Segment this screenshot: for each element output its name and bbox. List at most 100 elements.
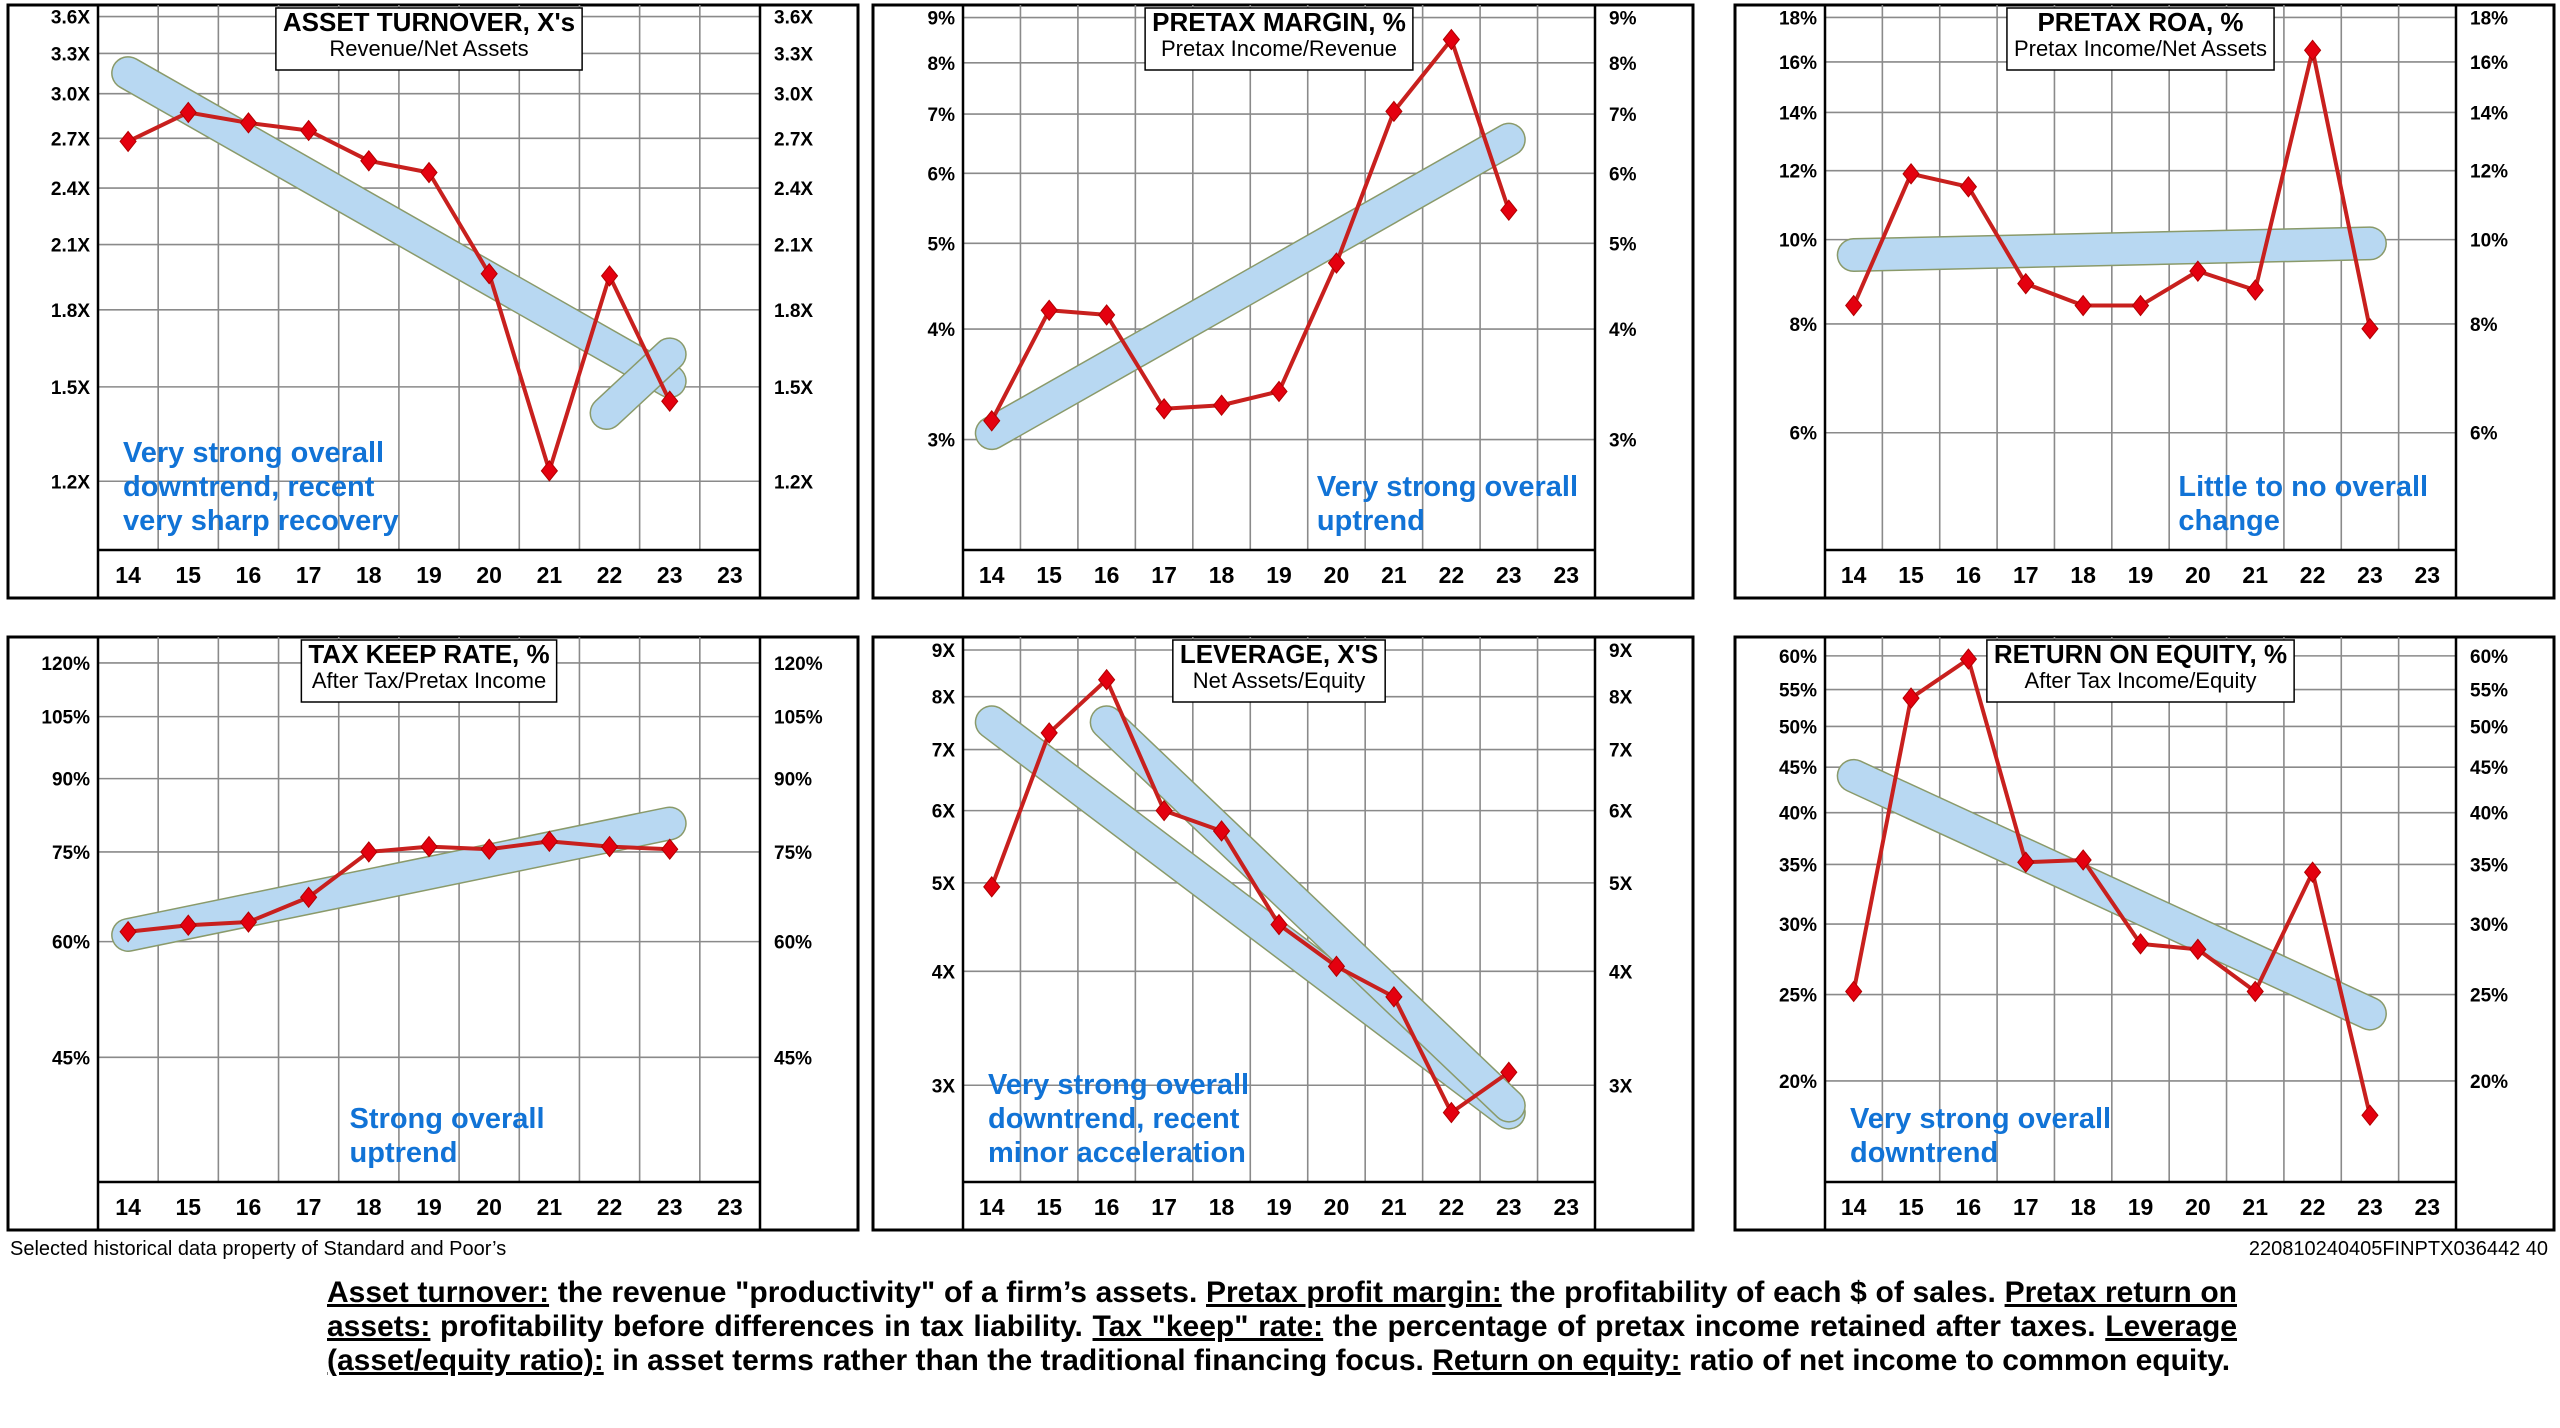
x-tick-label: 23 (2357, 562, 2383, 588)
x-tick-label: 16 (236, 1194, 262, 1220)
y-tick-label-left: 60% (52, 933, 90, 954)
data-line (127, 110, 672, 473)
trend-band (591, 338, 686, 429)
x-tick-label: 17 (1151, 562, 1177, 588)
y-tick-label-right: 1.5X (774, 378, 813, 399)
data-point (360, 841, 378, 863)
data-line (989, 677, 1510, 1115)
chart-subtitle: After Tax Income/Equity (2025, 668, 2257, 693)
term-asset-turnover: Asset turnover: (327, 1276, 550, 1309)
data-point (2074, 294, 2092, 317)
data-point (239, 112, 258, 134)
y-tick-label-left: 16% (1779, 53, 1817, 74)
def-tax-keep-rate: the percentage of pretax income retained… (1323, 1310, 2106, 1343)
data-point (1959, 175, 1978, 198)
y-tick-label-right: 7% (1609, 105, 1637, 126)
data-point (540, 460, 559, 482)
y-tick-label-left: 105% (41, 708, 90, 729)
panel-frame (1733, 635, 2556, 1232)
y-tick-label-left: 60% (1779, 647, 1817, 668)
x-tick-label: 20 (2185, 1194, 2211, 1220)
x-tick-label: 23 (2415, 1194, 2441, 1220)
y-tick-label-right: 3.6X (774, 8, 813, 29)
data-point (1500, 199, 1518, 222)
annotation-line: downtrend, recent (123, 471, 375, 503)
x-tick-label: 15 (175, 1194, 201, 1220)
y-tick-label-left: 2.7X (51, 129, 90, 150)
y-tick-label-left: 9% (928, 9, 956, 30)
x-tick-label: 17 (2013, 1194, 2039, 1220)
data-point (1270, 380, 1288, 403)
x-tick-label: 23 (2415, 562, 2441, 588)
x-tick-label: 23 (717, 1194, 743, 1220)
y-tick-label-left: 14% (1779, 103, 1817, 124)
x-tick-label: 19 (416, 562, 442, 588)
chart-panel-5: 3X 3X 4X 4X 5X 5X 6X 6X 7X 7X 8X 8X 9X 9X 14 15 16 17 18 19… (871, 635, 1695, 1232)
chart-title: LEVERAGE, X'S (1180, 639, 1378, 669)
annotation-line: Very strong overall (1317, 471, 1578, 503)
x-tick-label: 17 (1151, 1194, 1177, 1220)
trend-band (1838, 227, 2386, 271)
data-point (420, 835, 438, 858)
data-line (989, 37, 1511, 422)
y-tick-label-right: 8X (1609, 688, 1633, 709)
x-tick-label: 14 (115, 562, 141, 588)
x-tick-label: 17 (296, 562, 322, 588)
data-point (2303, 39, 2322, 62)
y-tick-label-right: 105% (774, 708, 823, 729)
x-tick-label: 23 (1496, 562, 1522, 588)
data-point (179, 914, 197, 937)
chart-subtitle: Revenue/Net Assets (329, 36, 528, 61)
x-tick-label: 21 (537, 562, 563, 588)
y-tick-label-left: 8% (1790, 315, 1818, 336)
chart-title: ASSET TURNOVER, X's (283, 7, 575, 37)
x-tick-label: 18 (2070, 1194, 2096, 1220)
y-tick-label-left: 55% (1779, 681, 1817, 702)
title-box (2006, 7, 2275, 71)
chart-subtitle: Net Assets/Equity (1193, 668, 1365, 693)
term-pretax-roa: Pretax return on assets: (327, 1276, 2237, 1343)
term-leverage: Leverage (asset/equity ratio): (327, 1310, 2237, 1377)
data-point (2017, 272, 2035, 295)
y-tick-label-right: 45% (774, 1048, 812, 1069)
x-tick-label: 17 (2013, 562, 2039, 588)
data-point (1442, 28, 1461, 51)
y-tick-label-left: 12% (1779, 162, 1817, 183)
chart-panel-1: 1.2X 1.2X 1.5X 1.5X 1.8X 1.8X 2.1X 2.1X 2.4X 2.4X… (6, 3, 860, 600)
chart-grid: 1.2X 1.2X 1.5X 1.5X 1.8X 1.8X 2.1X 2.1X 2.4X 2.4X… (6, 3, 2556, 1232)
x-tick-label: 16 (1956, 1194, 1982, 1220)
annotation-line: uptrend (1317, 505, 1425, 537)
chart-title: PRETAX ROA, % (2037, 7, 2243, 37)
x-tick-label: 23 (657, 562, 683, 588)
data-point (600, 265, 619, 287)
y-tick-label-left: 25% (1779, 986, 1817, 1007)
x-tick-label: 15 (1036, 562, 1062, 588)
y-tick-label-left: 8X (932, 688, 956, 709)
y-tick-label-left: 50% (1779, 717, 1817, 738)
chart-panel-3: 6% 6% 8% 8% 10% 10% 12% 12% 14% 14% 16% 16% 18% 18% 14… (1733, 3, 2556, 600)
y-tick-label-left: 1.5X (51, 378, 90, 399)
y-tick-label-left: 45% (1779, 758, 1817, 779)
y-tick-label-left: 7X (932, 741, 956, 762)
data-point (1385, 986, 1403, 1008)
y-tick-label-right: 6% (2470, 424, 2498, 445)
chart-title: PRETAX MARGIN, % (1152, 7, 1406, 37)
y-tick-label-left: 5% (928, 234, 956, 255)
chart-panel-4: 45% 45% 60% 60% 75% 75% 90% 90% 105% 105% 120% 120%… (6, 635, 860, 1232)
x-tick-label: 23 (1553, 1194, 1579, 1220)
y-tick-label-right: 2.1X (774, 236, 813, 257)
y-tick-label-left: 20% (1779, 1072, 1817, 1093)
title-box (1986, 639, 2295, 703)
y-tick-label-right: 40% (2470, 804, 2508, 825)
y-tick-label-left: 75% (52, 843, 90, 864)
x-tick-label: 21 (537, 1194, 563, 1220)
y-tick-label-right: 30% (2470, 915, 2508, 936)
data-point (2246, 980, 2264, 1003)
data-point (1097, 304, 1116, 326)
term-return-on-equity: Return on equity: (1432, 1344, 1681, 1377)
y-tick-label-left: 3.3X (51, 44, 90, 65)
x-tick-label: 20 (1324, 1194, 1350, 1220)
chart-title: TAX KEEP RATE, % (308, 639, 549, 669)
y-tick-label-right: 25% (2470, 986, 2508, 1007)
data-point (1212, 394, 1231, 417)
